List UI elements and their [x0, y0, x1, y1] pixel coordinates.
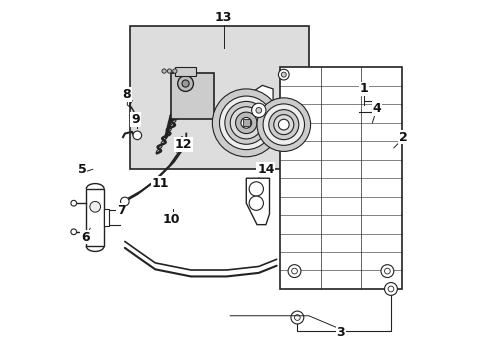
Circle shape [281, 72, 285, 77]
Bar [175, 67, 196, 76]
Text: 2: 2 [398, 131, 407, 144]
Circle shape [212, 89, 280, 157]
Circle shape [287, 265, 300, 278]
Text: 11: 11 [151, 177, 169, 190]
Circle shape [384, 283, 397, 296]
Circle shape [278, 119, 288, 130]
Text: 7: 7 [117, 204, 125, 217]
Circle shape [121, 197, 129, 206]
Text: 5: 5 [78, 163, 86, 176]
Circle shape [273, 114, 293, 135]
Bar [280, 67, 401, 289]
Text: 4: 4 [371, 102, 380, 115]
Text: 9: 9 [131, 113, 140, 126]
Circle shape [167, 69, 171, 73]
Text: 6: 6 [81, 231, 90, 244]
Text: 10: 10 [162, 213, 180, 226]
Circle shape [90, 202, 101, 212]
Circle shape [241, 117, 251, 128]
Circle shape [133, 131, 142, 140]
Circle shape [255, 108, 261, 113]
Circle shape [182, 80, 189, 87]
Circle shape [290, 311, 303, 324]
Bar [242, 119, 249, 126]
Circle shape [384, 268, 389, 274]
Text: 14: 14 [257, 163, 274, 176]
Text: 12: 12 [175, 138, 192, 151]
Polygon shape [246, 178, 269, 225]
Text: 8: 8 [122, 88, 131, 101]
Bar [130, 26, 308, 169]
Circle shape [248, 182, 263, 196]
Circle shape [278, 69, 288, 80]
Circle shape [263, 104, 304, 145]
Circle shape [71, 229, 77, 235]
Circle shape [248, 196, 263, 210]
Circle shape [380, 265, 393, 278]
Circle shape [172, 69, 177, 73]
Circle shape [257, 98, 310, 152]
Text: 1: 1 [359, 82, 368, 95]
Circle shape [230, 107, 262, 139]
Circle shape [387, 286, 393, 292]
Text: 13: 13 [214, 11, 231, 24]
Circle shape [294, 315, 300, 320]
Text: 3: 3 [336, 327, 345, 339]
Text: 3: 3 [336, 327, 345, 339]
Circle shape [162, 69, 166, 73]
Bar [86, 189, 104, 246]
Circle shape [71, 201, 77, 206]
Bar [171, 73, 214, 119]
Polygon shape [251, 85, 272, 135]
Circle shape [251, 103, 265, 117]
Circle shape [224, 102, 267, 144]
Circle shape [268, 110, 298, 140]
Bar [104, 208, 109, 226]
Circle shape [219, 96, 272, 150]
Circle shape [291, 268, 297, 274]
Circle shape [177, 76, 193, 91]
Circle shape [235, 112, 257, 134]
